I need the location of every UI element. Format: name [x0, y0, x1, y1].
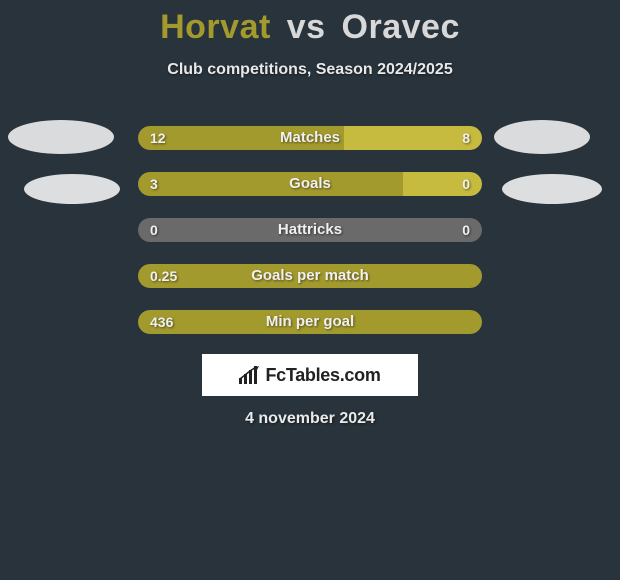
- logo: FcTables.com: [239, 365, 380, 386]
- logo-box: FcTables.com: [202, 354, 418, 396]
- logo-text: FcTables.com: [265, 365, 380, 386]
- logo-icon: [239, 366, 261, 384]
- placeholder-ellipse: [502, 174, 602, 204]
- subtitle: Club competitions, Season 2024/2025: [0, 61, 620, 79]
- stat-row: 3Goals0: [138, 172, 482, 196]
- stat-value-right: 0: [462, 218, 470, 242]
- stat-row: 436Min per goal: [138, 310, 482, 334]
- stat-row: 12Matches8: [138, 126, 482, 150]
- stat-label: Hattricks: [138, 218, 482, 242]
- placeholder-ellipse: [24, 174, 120, 204]
- player2-name: Oravec: [342, 8, 460, 46]
- stat-label: Goals: [138, 172, 482, 196]
- player1-name: Horvat: [160, 8, 271, 46]
- page-title: Horvat vs Oravec: [0, 0, 620, 47]
- stat-row: 0Hattricks0: [138, 218, 482, 242]
- stat-label: Goals per match: [138, 264, 482, 288]
- vs-label: vs: [287, 8, 326, 46]
- placeholder-ellipse: [494, 120, 590, 154]
- stat-row: 0.25Goals per match: [138, 264, 482, 288]
- placeholder-ellipse: [8, 120, 114, 154]
- stat-value-right: 0: [462, 172, 470, 196]
- stat-label: Min per goal: [138, 310, 482, 334]
- stat-label: Matches: [138, 126, 482, 150]
- date-label: 4 november 2024: [0, 410, 620, 428]
- stat-value-right: 8: [462, 126, 470, 150]
